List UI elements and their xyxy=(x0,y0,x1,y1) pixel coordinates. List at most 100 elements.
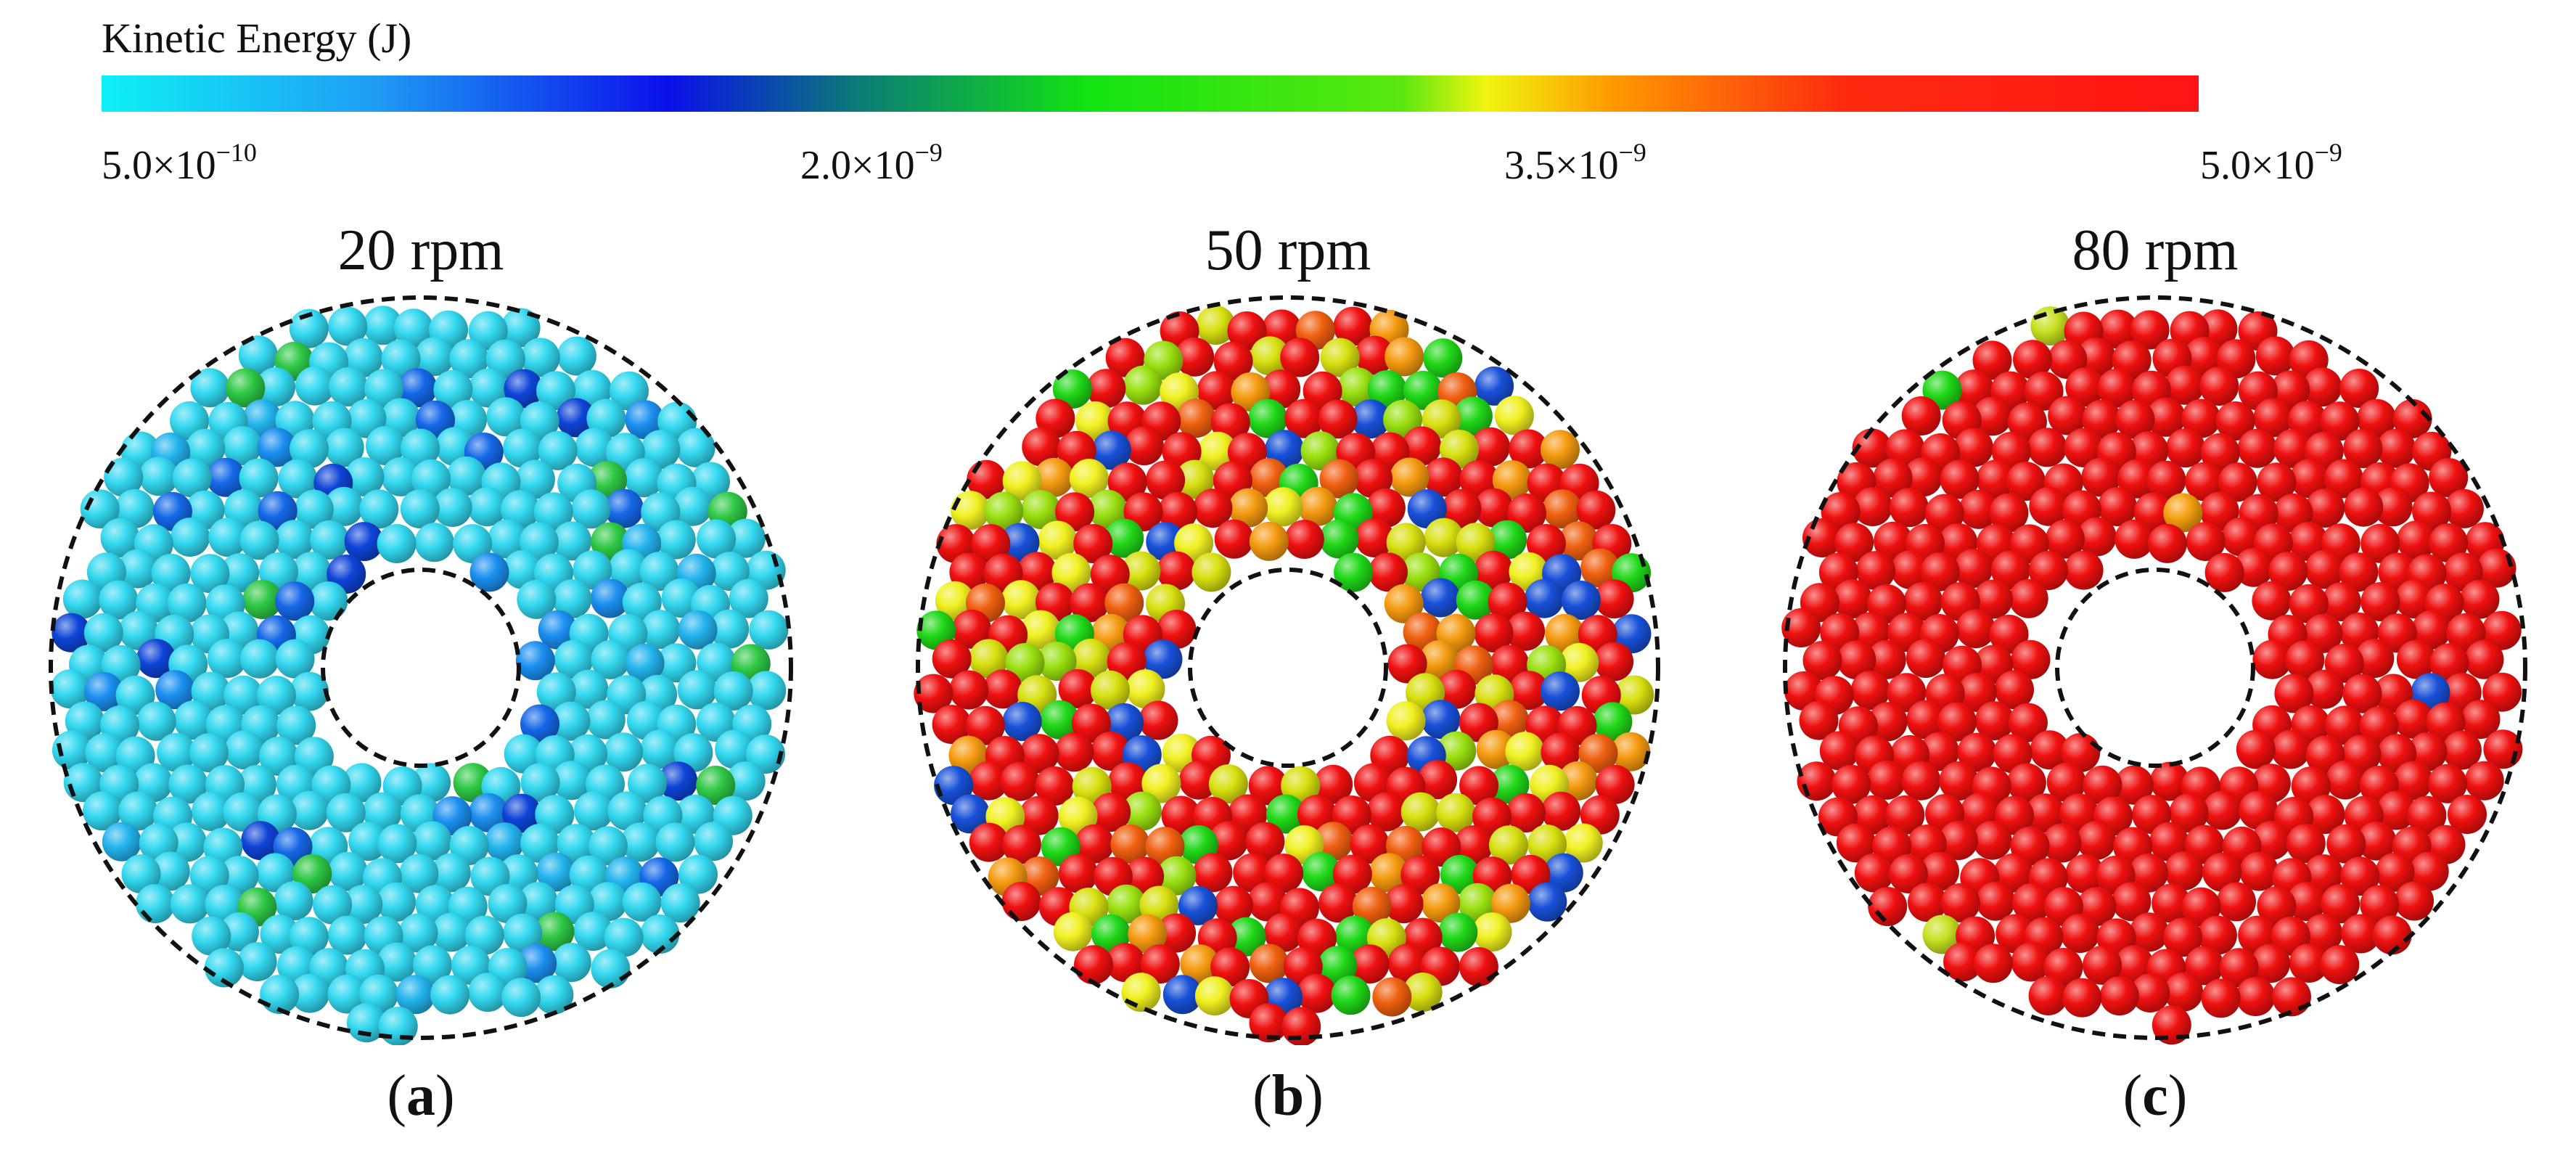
particle xyxy=(1021,610,1061,650)
particle xyxy=(2129,912,2169,952)
particle xyxy=(464,915,504,955)
particle xyxy=(1402,426,1442,466)
particle xyxy=(1474,366,1514,406)
particle xyxy=(1400,855,1440,895)
particle xyxy=(136,701,176,741)
particle xyxy=(1889,488,1929,528)
particle xyxy=(1158,491,1198,531)
particle xyxy=(1367,370,1407,409)
particle xyxy=(1019,795,1059,835)
tick-mantissa: 5.0×10 xyxy=(2200,143,2315,188)
particle xyxy=(697,519,737,559)
particle xyxy=(2199,491,2239,531)
panel-title: 80 rpm xyxy=(2072,218,2239,282)
particle xyxy=(1353,459,1393,499)
particle xyxy=(2042,823,2082,863)
particle xyxy=(604,732,644,772)
particle xyxy=(1831,764,1871,804)
particle xyxy=(1908,883,1947,922)
particle xyxy=(223,675,263,715)
particle xyxy=(1069,459,1109,499)
particle xyxy=(157,732,197,772)
particle xyxy=(2285,640,2325,680)
particle xyxy=(2076,337,2116,377)
particle xyxy=(658,761,698,801)
particle xyxy=(2326,760,2366,800)
particle xyxy=(1526,524,1566,563)
particle xyxy=(1071,638,1111,678)
particle xyxy=(1472,912,1512,952)
particle xyxy=(381,339,421,379)
particle xyxy=(2303,914,2343,953)
particle xyxy=(2097,368,2137,408)
particle xyxy=(1000,523,1040,562)
particle xyxy=(932,705,972,745)
particle xyxy=(951,794,990,834)
particle xyxy=(1924,494,1964,533)
particle xyxy=(1123,365,1163,405)
particle xyxy=(1832,579,1872,619)
particle xyxy=(1868,887,1908,926)
particle xyxy=(934,766,974,806)
particle xyxy=(515,459,555,499)
particle xyxy=(1403,370,1443,410)
particle xyxy=(275,581,315,621)
particle xyxy=(2340,856,2380,896)
particle xyxy=(1022,427,1062,467)
particle xyxy=(1612,614,1652,654)
particle xyxy=(1424,517,1464,557)
particle xyxy=(503,913,543,953)
particle xyxy=(401,428,440,468)
particle xyxy=(275,639,315,679)
particle xyxy=(1494,396,1534,435)
particle xyxy=(414,523,454,562)
particle xyxy=(1300,431,1340,471)
particle xyxy=(1228,488,1268,528)
particle xyxy=(1107,462,1147,502)
particle xyxy=(1438,912,1478,952)
particle xyxy=(1209,821,1249,861)
particle xyxy=(2302,367,2342,407)
particle xyxy=(393,308,433,348)
particle xyxy=(2409,851,2449,891)
particle xyxy=(292,552,332,592)
particle xyxy=(2147,523,2187,563)
particle xyxy=(1940,883,1980,922)
particle xyxy=(1263,487,1303,527)
particle xyxy=(2325,705,2364,745)
particle xyxy=(2029,486,2069,526)
particle xyxy=(377,882,417,922)
particle xyxy=(1509,429,1549,469)
particle xyxy=(2099,309,2138,349)
colorbar-tick-label: 5.0×10−10 xyxy=(102,127,257,191)
particle xyxy=(2115,399,2155,439)
particle xyxy=(2065,367,2105,407)
particle xyxy=(327,915,367,955)
particle xyxy=(588,882,628,922)
particle xyxy=(2273,429,2313,468)
particle xyxy=(290,429,329,469)
particle xyxy=(1489,825,1528,865)
particle xyxy=(2344,487,2384,527)
particle xyxy=(1369,853,1408,893)
particle xyxy=(552,521,592,561)
particle xyxy=(673,486,713,526)
particle xyxy=(1437,731,1477,771)
particle xyxy=(1040,700,1080,740)
particle xyxy=(591,949,631,989)
particle xyxy=(1266,794,1305,834)
particle xyxy=(1390,457,1429,497)
particle xyxy=(1198,431,1237,471)
particle xyxy=(377,942,417,982)
particle xyxy=(1157,856,1197,896)
particle xyxy=(710,609,750,649)
particle xyxy=(2165,365,2204,405)
particle xyxy=(551,943,591,982)
particle xyxy=(1887,673,1927,713)
particle xyxy=(2146,460,2186,500)
particle xyxy=(2181,887,2221,927)
particle xyxy=(99,580,139,620)
particle xyxy=(2289,944,2329,983)
particle xyxy=(1873,458,1913,498)
particle xyxy=(2114,519,2154,559)
